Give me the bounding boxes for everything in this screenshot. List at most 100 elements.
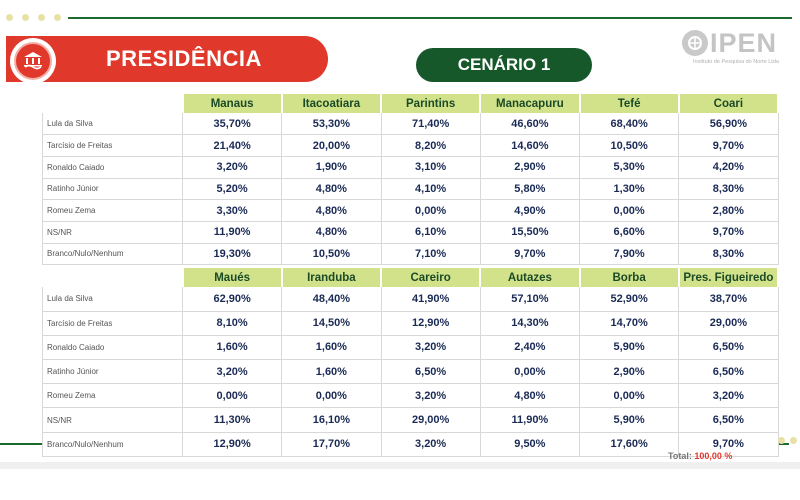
vote-percentage: 5,20% <box>182 178 283 201</box>
table-header-row: Maués Iranduba Careiro Autazes Borba Pre… <box>42 268 780 287</box>
vote-percentage: 4,80% <box>480 383 581 409</box>
vote-percentage: 8,10% <box>182 311 283 336</box>
vote-percentage: 21,40% <box>182 134 283 157</box>
vote-percentage: 14,70% <box>579 311 680 336</box>
table-row: Lula da Silva 62,90% 48,40% 41,90% 57,10% 52,… <box>42 287 779 312</box>
candidate-name: Ratinho Júnior <box>42 178 183 201</box>
vote-percentage: 62,90% <box>182 287 283 312</box>
vote-percentage: 12,90% <box>381 311 481 336</box>
column-header: Careiro <box>381 268 482 287</box>
vote-percentage: 3,30% <box>182 199 283 222</box>
vote-percentage: 20,00% <box>281 134 382 157</box>
table-row: Tarcísio de Freitas 8,10% 14,50% 12,90% 14,3… <box>42 311 779 336</box>
vote-percentage: 29,00% <box>678 311 779 336</box>
results-table-2: Maués Iranduba Careiro Autazes Borba Pre… <box>42 268 780 457</box>
column-header: Coari <box>678 94 780 113</box>
candidate-name: Branco/Nulo/Nenhum <box>42 432 183 457</box>
vote-percentage: 3,20% <box>182 359 283 385</box>
page-title: PRESIDÊNCIA <box>106 46 262 71</box>
vote-percentage: 10,50% <box>579 134 680 157</box>
table-row: Ratinho Júnior 5,20% 4,80% 4,10% 5,80% 1,30% 8… <box>42 178 779 201</box>
candidate-name: Ronaldo Caiado <box>42 335 183 361</box>
bottom-divider-left <box>0 443 42 445</box>
logo-subtitle: Instituto de Pesquisa do Norte Ltda <box>693 59 779 65</box>
table-row: Ronaldo Caiado 3,20% 1,90% 3,10% 2,90% 5,30% 4… <box>42 156 779 179</box>
vote-percentage: 1,60% <box>281 359 382 385</box>
vote-percentage: 11,90% <box>182 221 283 244</box>
candidate-name: Lula da Silva <box>42 113 183 136</box>
vote-percentage: 6,50% <box>678 359 779 385</box>
vote-percentage: 3,20% <box>381 383 481 409</box>
vote-percentage: 10,50% <box>281 243 382 266</box>
government-building-icon <box>10 38 56 84</box>
vote-percentage: 0,00% <box>480 359 581 385</box>
candidate-name: Lula da Silva <box>42 287 183 312</box>
total-value: 100,00 % <box>694 451 733 461</box>
vote-percentage: 41,90% <box>381 287 481 312</box>
vote-percentage: 9,70% <box>678 134 779 157</box>
vote-percentage: 8,30% <box>678 178 779 201</box>
vote-percentage: 4,20% <box>678 156 779 179</box>
vote-percentage: 5,90% <box>579 407 680 433</box>
vote-percentage: 29,00% <box>381 407 481 433</box>
table-row: Branco/Nulo/Nenhum 19,30% 10,50% 7,10% 9,70%… <box>42 243 779 266</box>
table-row: NS/NR 11,30% 16,10% 29,00% 11,90% 5,90% 6,50% <box>42 407 779 433</box>
vote-percentage: 38,70% <box>678 287 779 312</box>
corner-cell <box>42 268 184 287</box>
vote-percentage: 7,90% <box>579 243 680 266</box>
candidate-name: NS/NR <box>42 407 183 433</box>
vote-percentage: 71,40% <box>381 113 481 136</box>
vote-percentage: 0,00% <box>381 199 481 222</box>
vote-percentage: 0,00% <box>579 383 680 409</box>
vote-percentage: 7,10% <box>381 243 481 266</box>
table-row: Branco/Nulo/Nenhum 12,90% 17,70% 3,20% 9,50%… <box>42 432 779 457</box>
vote-percentage: 4,90% <box>480 199 581 222</box>
column-header: Manaus <box>182 94 283 113</box>
ipen-logo-icon <box>682 30 708 56</box>
column-header: Tefé <box>579 94 680 113</box>
vote-percentage: 4,80% <box>281 178 382 201</box>
table-row: Ratinho Júnior 3,20% 1,60% 6,50% 0,00% 2,90% 6… <box>42 359 779 385</box>
vote-percentage: 5,30% <box>579 156 680 179</box>
table-row: Tarcísio de Freitas 21,40% 20,00% 8,20% 14,6… <box>42 134 779 157</box>
vote-percentage: 1,60% <box>281 335 382 361</box>
candidate-name: NS/NR <box>42 221 183 244</box>
candidate-name: Ronaldo Caiado <box>42 156 183 179</box>
vote-percentage: 19,30% <box>182 243 283 266</box>
vote-percentage: 9,70% <box>678 432 779 457</box>
vote-percentage: 52,90% <box>579 287 680 312</box>
candidate-name: Romeu Zema <box>42 383 183 409</box>
vote-percentage: 4,80% <box>281 199 382 222</box>
column-header: Iranduba <box>281 268 383 287</box>
table-body: Lula da Silva 35,70% 53,30% 71,40% 46,60% 68,… <box>42 113 779 266</box>
vote-percentage: 9,70% <box>678 221 779 244</box>
logo-name: IPEN <box>710 28 778 58</box>
vote-percentage: 2,90% <box>579 359 680 385</box>
footer-bar <box>0 462 800 469</box>
top-dots-decoration <box>6 14 61 21</box>
table-row: Romeu Zema 0,00% 0,00% 3,20% 4,80% 0,00% 3,20% <box>42 383 779 409</box>
column-header: Pres. Figueiredo <box>678 268 780 287</box>
candidate-name: Branco/Nulo/Nenhum <box>42 243 183 266</box>
vote-percentage: 57,10% <box>480 287 581 312</box>
table-row: NS/NR 11,90% 4,80% 6,10% 15,50% 6,60% 9,70% <box>42 221 779 244</box>
vote-percentage: 12,90% <box>182 432 283 457</box>
total-label-text: Total: <box>668 451 692 461</box>
bottom-dots-decoration <box>778 437 797 444</box>
vote-percentage: 0,00% <box>182 383 283 409</box>
vote-percentage: 56,90% <box>678 113 779 136</box>
vote-percentage: 5,80% <box>480 178 581 201</box>
vote-percentage: 6,50% <box>678 407 779 433</box>
table-body: Lula da Silva 62,90% 48,40% 41,90% 57,10% 52,… <box>42 287 779 457</box>
vote-percentage: 3,20% <box>381 335 481 361</box>
vote-percentage: 6,50% <box>678 335 779 361</box>
column-header: Autazes <box>480 268 581 287</box>
vote-percentage: 16,10% <box>281 407 382 433</box>
vote-percentage: 14,30% <box>480 311 581 336</box>
vote-percentage: 53,30% <box>281 113 382 136</box>
vote-percentage: 11,30% <box>182 407 283 433</box>
vote-percentage: 68,40% <box>579 113 680 136</box>
vote-percentage: 17,70% <box>281 432 382 457</box>
column-header: Itacoatiara <box>281 94 383 113</box>
vote-percentage: 9,70% <box>480 243 581 266</box>
